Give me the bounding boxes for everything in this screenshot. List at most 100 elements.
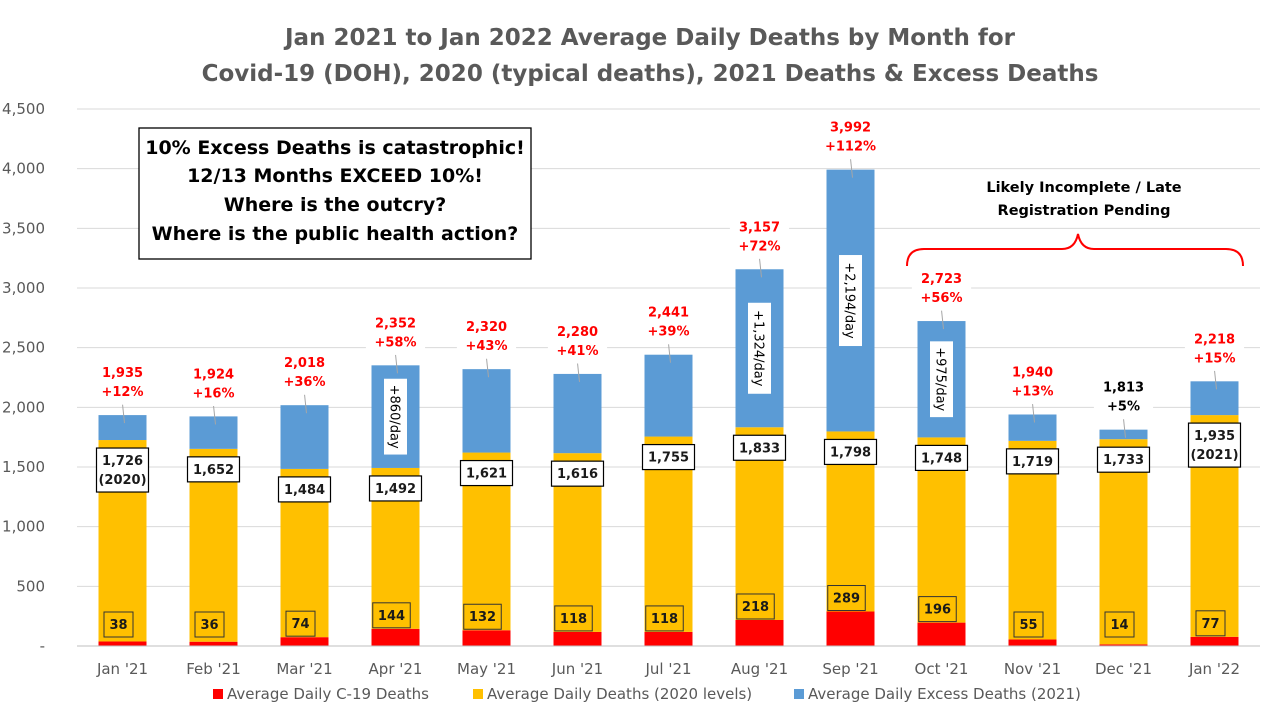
annotation-note-box [138, 127, 532, 260]
bar-c19 [735, 619, 784, 646]
baseline-label-text: 1,719 [1012, 455, 1053, 470]
c19-label-text: 74 [291, 617, 309, 632]
c19-label-box [372, 602, 411, 629]
total-label-text: 1,935 [102, 366, 143, 381]
y-tick-label: 500 [16, 577, 45, 595]
total-label-text: +112% [825, 140, 876, 155]
x-tick-label: Dec '21 [1095, 660, 1152, 678]
total-label-text: 2,218 [1194, 332, 1235, 347]
x-tick-label: Apr '21 [369, 660, 423, 678]
baseline-label-box [641, 443, 696, 471]
total-label-text: 2,441 [648, 306, 689, 321]
excess-label: +975/day [930, 341, 953, 418]
y-tick-label: 3,500 [2, 219, 45, 237]
baseline-label: 1,935 (2021) [1187, 422, 1242, 468]
total-label-text: +15% [1193, 351, 1235, 366]
bar-excess [1099, 429, 1148, 440]
baseline-label: 1,726 (2020) [95, 447, 150, 493]
c19-label-box [827, 585, 866, 612]
x-tick-label: Jul '21 [644, 660, 691, 678]
total-label-text: +41% [556, 344, 598, 359]
x-tick-label: Aug '21 [731, 660, 788, 678]
baseline-label-box [1005, 448, 1060, 475]
bar-excess [98, 415, 147, 441]
c19-label-text: 144 [378, 609, 405, 624]
legend-item: Average Daily Excess Deaths (2021) [794, 685, 1081, 703]
annotation-note-line-4: Where is the public health action? [152, 223, 519, 245]
baseline-label: 1,798 [823, 438, 878, 466]
y-tick-label: 3,000 [2, 279, 45, 297]
baseline-label: 1,733 [1096, 446, 1151, 473]
baseline-label-text: 1,484 [284, 483, 325, 498]
total-label-text: 2,320 [466, 320, 507, 335]
c19-label: 218 [736, 593, 775, 620]
total-leader-line [1032, 403, 1035, 423]
excess-label: +860/day [384, 378, 407, 455]
baseline-label-box [550, 460, 605, 487]
c19-label: 36 [194, 611, 225, 638]
annotation-pending: Likely Incomplete / Late Registration Pe… [906, 180, 1244, 267]
total-label-box [456, 313, 517, 359]
total-label-text: +72% [738, 239, 780, 254]
baseline-label-text: (2020) [98, 473, 146, 488]
excess-label-text: +860/day [387, 385, 402, 449]
total-label: 1,940 +13% [1002, 358, 1063, 405]
total-label-text: 3,157 [739, 220, 780, 235]
x-tick-label: Feb '21 [186, 660, 241, 678]
total-label-text: +58% [374, 335, 416, 350]
bar-c19 [644, 631, 693, 646]
total-label-box [911, 265, 972, 311]
total-leader-line [941, 310, 944, 330]
total-label-text: 1,940 [1012, 365, 1053, 380]
y-tick-label: 2,000 [2, 398, 45, 416]
baseline-label-box [914, 444, 969, 472]
total-label: 1,924 +16% [183, 360, 244, 407]
total-leader-line [668, 343, 671, 363]
annotation-note-line-2: 12/13 Months EXCEED 10%! [187, 165, 483, 187]
y-tick-label: - [40, 637, 45, 655]
bar-c19 [553, 631, 602, 646]
c19-label-box [918, 596, 957, 623]
x-tick-label: Jun '21 [551, 660, 603, 678]
baseline-label: 1,833 [732, 434, 787, 461]
bar-excess [280, 405, 329, 469]
y-tick-label: 2,500 [2, 339, 45, 357]
y-tick-label: 1,500 [2, 458, 45, 476]
y-axis: - 500 1,000 1,500 2,000 2,500 3,000 3,500 4,000 4… [2, 100, 45, 655]
total-label-box [638, 299, 699, 345]
total-label-box [365, 309, 426, 355]
baseline-label-box [368, 475, 423, 502]
bar-c19 [826, 611, 875, 646]
bar-c19 [371, 628, 420, 646]
total-label-text: +36% [283, 375, 325, 390]
c19-label-box [285, 610, 316, 637]
total-leader-line [304, 394, 307, 414]
c19-label-text: 118 [560, 612, 587, 627]
c19-label: 289 [827, 585, 866, 612]
x-tick-label: Jan '22 [1188, 660, 1240, 678]
legend-label: Average Daily Excess Deaths (2021) [808, 685, 1081, 703]
total-label: 2,320 +43% [456, 313, 517, 359]
annotation-pending-line-1: Likely Incomplete / Late [986, 180, 1181, 196]
total-label-box [274, 349, 335, 395]
c19-label-text: 218 [742, 600, 769, 615]
bar-excess [553, 373, 602, 454]
excess-label: +2,194/day [839, 255, 862, 347]
c19-label: 38 [103, 611, 134, 638]
legend-swatch [473, 689, 483, 699]
bar-excess [189, 416, 238, 449]
total-label-text: +16% [192, 386, 234, 401]
c19-label: 77 [1195, 610, 1226, 637]
total-leader-line [577, 362, 580, 382]
baseline-label-box [732, 434, 787, 461]
total-label-text: 2,352 [375, 316, 416, 331]
y-tick-label: 4,000 [2, 160, 45, 178]
excess-label: +1,324/day [748, 302, 771, 394]
total-leader-line [122, 404, 125, 424]
legend: Average Daily C-19 Deaths Average Daily D… [213, 685, 1081, 703]
total-leader-line [850, 158, 853, 178]
x-tick-label: Jan '21 [96, 660, 148, 678]
total-label: 3,157 +72% [729, 213, 790, 259]
total-label-box [547, 318, 608, 364]
total-label: 2,441 +39% [638, 299, 699, 345]
